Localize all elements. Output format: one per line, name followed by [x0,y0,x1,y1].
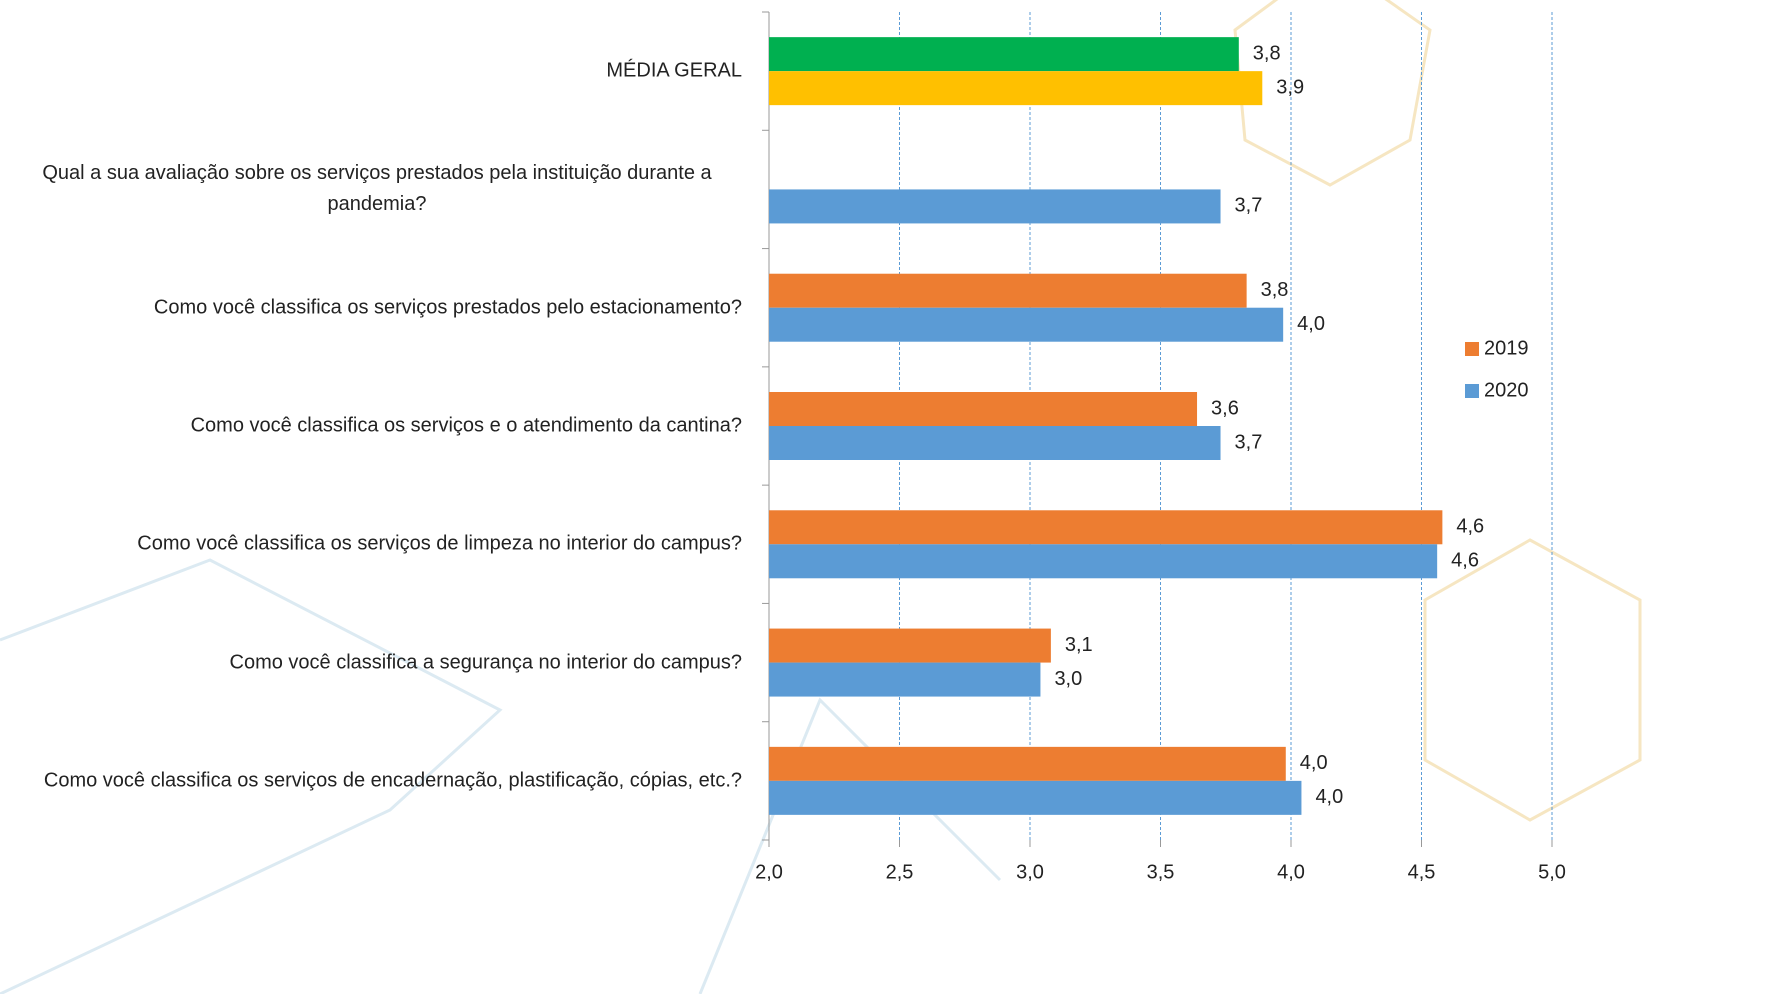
data-label: 3,1 [1065,634,1093,656]
category-label: MÉDIA GERAL [606,59,742,82]
bar [769,746,1286,781]
data-label: 3,6 [1211,397,1239,419]
bar [769,392,1198,426]
x-tick-label: 4,5 [1408,861,1436,883]
data-label: 4,6 [1456,516,1484,538]
category-label: Como você classifica os serviços de enca… [43,769,742,792]
data-label: 3,8 [1253,42,1281,64]
data-label: 3,8 [1261,279,1289,301]
data-label: 4,0 [1297,313,1325,335]
category-label: Como você classifica a segurança no inte… [229,651,742,674]
legend-label: 2020 [1484,379,1529,401]
bar [769,189,1221,224]
data-label: 4,6 [1451,550,1479,572]
data-label: 4,0 [1315,786,1343,808]
x-tick-label: 4,0 [1277,861,1305,883]
data-label: 4,0 [1300,752,1328,774]
data-label: 3,7 [1235,431,1263,453]
bar [769,426,1221,460]
data-label: 3,0 [1054,668,1082,690]
category-label: Qual a sua avaliação sobre os serviços p… [42,162,712,216]
x-tick-label: 3,0 [1016,861,1044,883]
bar [769,544,1438,579]
bar [769,37,1239,72]
legend-swatch [1465,342,1479,356]
category-label: Como você classifica os serviços de limp… [137,532,742,555]
legend-swatch [1465,384,1479,398]
x-tick-label: 2,5 [886,861,914,883]
category-label: Como você classifica os serviços e o ate… [190,414,742,437]
bar [769,307,1284,342]
bar [769,510,1443,545]
data-label: 3,7 [1235,195,1263,217]
bar [769,628,1051,663]
background-decoration [0,0,1642,994]
category-label: Como você classifica os serviços prestad… [153,296,742,319]
x-tick-label: 3,5 [1147,861,1175,883]
bar [769,780,1302,815]
bar [769,273,1247,308]
legend-label: 2019 [1484,337,1529,359]
bar [769,662,1041,697]
bar [769,71,1263,106]
x-tick-label: 2,0 [755,861,783,883]
data-label: 3,9 [1276,76,1304,98]
x-tick-label: 5,0 [1538,861,1566,883]
